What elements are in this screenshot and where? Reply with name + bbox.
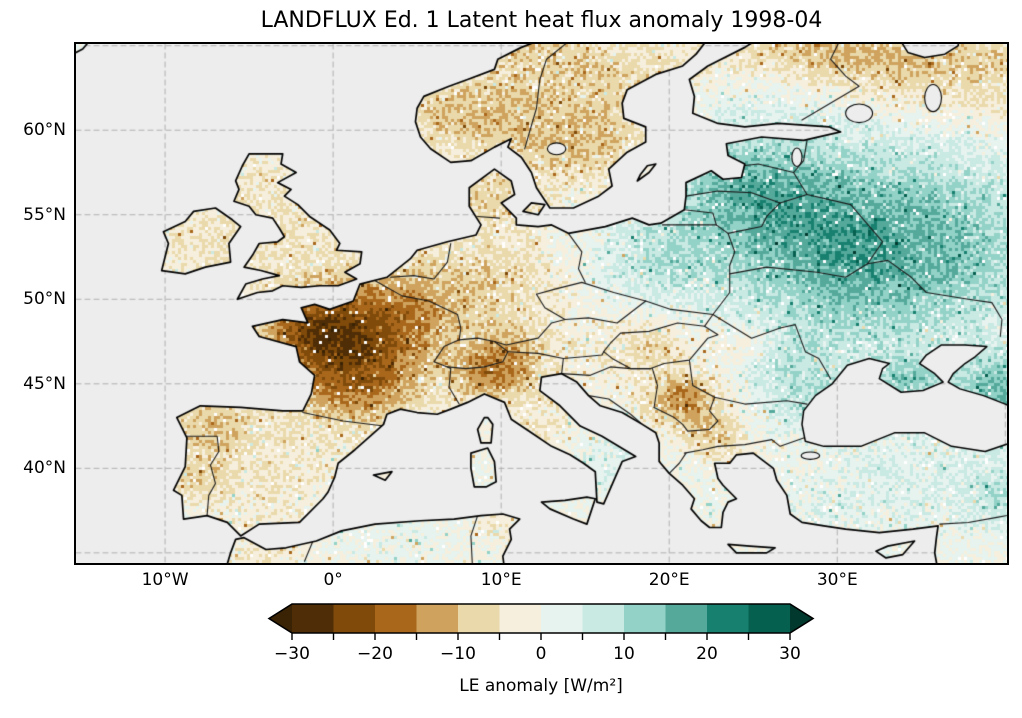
y-tick-label: 50°N <box>23 289 66 310</box>
y-tick-label: 60°N <box>23 120 66 141</box>
colorbar-segment <box>665 604 708 633</box>
colorbar <box>267 603 815 640</box>
colorbar-segment <box>333 604 376 633</box>
colorbar-segment <box>375 604 417 633</box>
x-tick-label: 20°E <box>648 570 690 590</box>
colorbar-under-arrow <box>269 604 292 633</box>
colorbar-segment <box>292 604 334 633</box>
colorbar-tick-label: 10 <box>613 644 635 664</box>
colorbar-segment <box>582 604 625 633</box>
x-tick-label: 10°E <box>480 570 522 590</box>
colorbar-segment <box>499 604 542 633</box>
colorbar-tick-label: 0 <box>535 644 547 664</box>
colorbar-tick-label: −30 <box>274 644 310 664</box>
colorbar-tick-label: 20 <box>696 644 718 664</box>
y-tick-label: 55°N <box>23 204 66 225</box>
map-plot-area <box>74 42 1009 565</box>
x-tick-label: 30°E <box>816 570 858 590</box>
colorbar-tick-label: −20 <box>357 644 393 664</box>
colorbar-segment <box>707 604 749 633</box>
colorbar-segment <box>416 604 459 633</box>
x-tick-label: 0° <box>323 570 343 590</box>
anomaly-map-canvas <box>76 44 1007 563</box>
colorbar-tick-label: 30 <box>779 644 801 664</box>
y-tick-label: 45°N <box>23 373 66 394</box>
colorbar-over-arrow <box>790 604 813 633</box>
colorbar-segment <box>624 604 666 633</box>
x-tick-label: 10°W <box>141 570 189 590</box>
colorbar-label: LE anomaly [W/m²] <box>459 676 623 696</box>
colorbar-segment <box>458 604 500 633</box>
y-tick-label: 40°N <box>23 458 66 479</box>
colorbar-segment <box>748 604 791 633</box>
colorbar-segment <box>541 604 583 633</box>
colorbar-tick-label: −10 <box>440 644 476 664</box>
figure-title: LANDFLUX Ed. 1 Latent heat flux anomaly … <box>260 8 823 33</box>
